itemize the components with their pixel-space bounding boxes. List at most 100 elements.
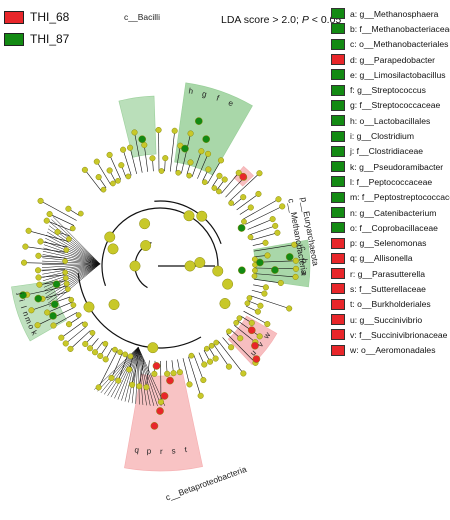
tree-node xyxy=(104,231,116,243)
tree-node xyxy=(156,407,164,415)
leaf-edge xyxy=(27,285,68,296)
leaf-edge xyxy=(236,193,259,211)
taxa-legend-item-c: c: o__Methanobacteriales xyxy=(331,37,450,52)
taxa-legend-item-w: w: o__Aeromonadales xyxy=(331,343,450,358)
leaf-edge xyxy=(109,154,122,180)
tree-node xyxy=(110,180,116,187)
tree-node xyxy=(36,281,43,288)
tree-node xyxy=(272,222,279,229)
tree-node xyxy=(228,200,235,206)
tree-node xyxy=(127,353,134,360)
fan-edge xyxy=(43,263,101,285)
tree-node xyxy=(292,265,300,272)
tree-node xyxy=(95,384,102,391)
sector-aeromonadales xyxy=(227,315,278,366)
tree-node xyxy=(65,321,73,328)
taxa-label: u: g__Succinivibrio xyxy=(350,314,423,325)
taxa-legend-item-l: l: f__Peptococcaceae xyxy=(331,174,450,189)
tree-node xyxy=(143,384,150,391)
letter-left-l: l xyxy=(19,305,28,310)
letter-right-w: w xyxy=(261,330,272,341)
clade-label-bacilli: c__Bacilli xyxy=(124,12,160,22)
fan-edge xyxy=(138,347,147,406)
taxa-swatch xyxy=(331,130,345,142)
tree-node xyxy=(93,158,100,165)
taxa-swatch xyxy=(331,145,345,157)
tree-node xyxy=(162,155,169,162)
tree-node xyxy=(62,258,68,265)
tree-node xyxy=(213,339,220,346)
leaf-edge xyxy=(213,344,230,367)
taxa-legend-item-m: m: f__Peptostreptococcaceae xyxy=(331,190,450,205)
taxa-label: s: f__Sutterellaceae xyxy=(350,283,426,294)
taxa-swatch xyxy=(331,99,345,111)
tree-node xyxy=(252,267,258,274)
tree-node xyxy=(108,374,115,382)
leaf-edge xyxy=(253,244,295,252)
tree-node xyxy=(200,376,207,384)
tree-node xyxy=(233,319,240,326)
leaf-edge xyxy=(40,241,68,248)
tree-node xyxy=(65,205,72,212)
tree-node xyxy=(35,252,42,259)
tree-node xyxy=(292,273,299,280)
sector-bacilli-small xyxy=(118,95,157,158)
tree-node xyxy=(188,352,195,359)
tree-node xyxy=(95,174,102,181)
tree-node xyxy=(50,322,57,329)
leaf-edge xyxy=(131,358,139,385)
tree-node xyxy=(97,352,104,360)
taxa-legend-item-j: j: f__Clostridiaceae xyxy=(331,144,450,159)
tree-node xyxy=(175,169,182,176)
letter-left-o: o xyxy=(26,323,36,331)
tree-node xyxy=(255,190,262,197)
tree-node xyxy=(139,218,151,230)
taxa-swatch xyxy=(331,298,345,310)
tree-node xyxy=(62,340,69,347)
tree-node xyxy=(186,381,193,388)
fan-edge xyxy=(42,257,101,265)
tree-node xyxy=(166,376,174,385)
tree-node xyxy=(186,172,193,179)
leaf-edge xyxy=(225,177,245,198)
tree-node xyxy=(256,258,264,267)
tree-node xyxy=(286,305,293,312)
tree-node xyxy=(261,290,268,297)
letter-archaea-c: c xyxy=(299,246,308,251)
leaf-edge xyxy=(31,296,71,311)
letter-bacilli-e: e xyxy=(227,98,235,108)
tree-node xyxy=(256,170,263,177)
group-legend: THI_68 THI_87 xyxy=(4,6,69,50)
taxa-label: k: g__Pseudoramibacter xyxy=(350,161,444,172)
tree-node xyxy=(157,398,164,406)
tree-node xyxy=(264,320,271,328)
tree-node xyxy=(25,227,32,234)
tree-node xyxy=(44,309,51,316)
tree-node xyxy=(246,295,253,301)
backbone-arc-mid xyxy=(101,207,219,287)
fan-edge xyxy=(52,216,101,265)
tree-node xyxy=(196,210,208,222)
fan-edge xyxy=(138,347,158,407)
taxa-swatch xyxy=(331,329,345,341)
leaf-edge xyxy=(197,153,209,179)
taxa-swatch xyxy=(331,237,345,249)
tree-node xyxy=(254,308,261,315)
fan-edge xyxy=(138,347,162,407)
fan-edge xyxy=(138,347,166,407)
tree-node xyxy=(235,169,242,176)
tree-node xyxy=(63,247,70,253)
fan-edge xyxy=(45,263,101,294)
lda-threshold-text: LDA score > 2.0; P < 0.05 xyxy=(221,14,341,26)
leaf-edge xyxy=(229,173,260,202)
taxa-legend-item-i: i: g__Clostridium xyxy=(331,128,450,143)
taxa-swatch xyxy=(331,8,345,20)
fan-edge xyxy=(42,263,101,278)
tree-node xyxy=(129,260,141,272)
leaf-edge xyxy=(70,330,91,350)
taxa-label: q: g__Allisonella xyxy=(350,253,413,264)
taxa-swatch xyxy=(331,38,345,50)
fan-edge xyxy=(44,241,101,265)
tree-node xyxy=(211,185,218,191)
